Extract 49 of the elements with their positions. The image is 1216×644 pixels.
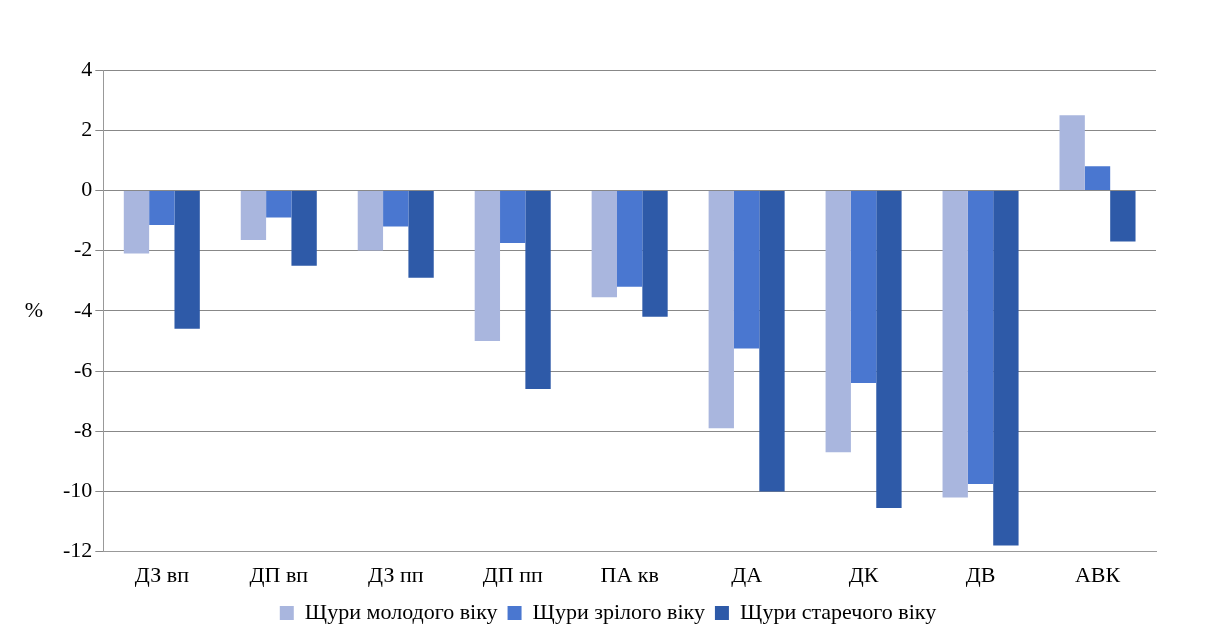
y-tick-label: 4 — [81, 55, 93, 81]
y-tick-label: -2 — [74, 236, 93, 262]
y-tick-label: -6 — [74, 356, 93, 382]
bar — [266, 190, 292, 218]
x-tick-label: ПА кв — [600, 561, 659, 587]
y-tick-label: -8 — [74, 416, 93, 442]
legend-label: Щури зрілого віку — [532, 598, 705, 624]
x-tick-label: ДЗ вп — [134, 561, 190, 587]
bar — [876, 190, 902, 508]
bar — [240, 190, 267, 241]
x-tick-label: ДЗ пп — [367, 561, 424, 587]
bar — [591, 190, 617, 298]
bar — [616, 190, 643, 287]
bar — [993, 190, 1019, 546]
y-tick-label: -10 — [63, 477, 93, 503]
bar — [500, 190, 526, 244]
x-tick-label: ДП вп — [249, 561, 309, 587]
legend-label: Щури молодого віку — [304, 598, 498, 624]
bar — [733, 190, 760, 349]
bar — [1110, 190, 1136, 242]
bar — [825, 190, 851, 453]
bar — [759, 190, 785, 492]
legend-label: Щури старечого віку — [739, 598, 937, 624]
x-tick-label: ДП пп — [482, 561, 543, 587]
bar — [708, 190, 734, 429]
bar — [942, 190, 968, 498]
y-tick-label: -4 — [74, 296, 93, 322]
bar — [174, 190, 200, 329]
bar — [408, 190, 434, 278]
y-tick-label: 0 — [81, 176, 93, 202]
y-tick-label: 2 — [81, 115, 93, 141]
bar — [642, 190, 668, 317]
x-tick-label: ДВ — [965, 561, 996, 587]
bar — [1059, 115, 1085, 190]
bar — [525, 190, 551, 390]
bar — [967, 190, 994, 484]
y-tick-label: -12 — [63, 537, 93, 563]
bar — [357, 190, 384, 251]
y-axis-title: % — [24, 296, 44, 322]
bar — [291, 190, 317, 266]
bar — [383, 190, 409, 227]
bar — [123, 190, 150, 254]
x-tick-label: ДК — [848, 561, 879, 587]
bar — [850, 190, 877, 384]
bar — [149, 190, 175, 226]
bar — [1084, 166, 1111, 190]
bar — [474, 190, 501, 341]
x-tick-label: ДА — [731, 561, 763, 587]
x-tick-label: АВК — [1074, 561, 1121, 587]
